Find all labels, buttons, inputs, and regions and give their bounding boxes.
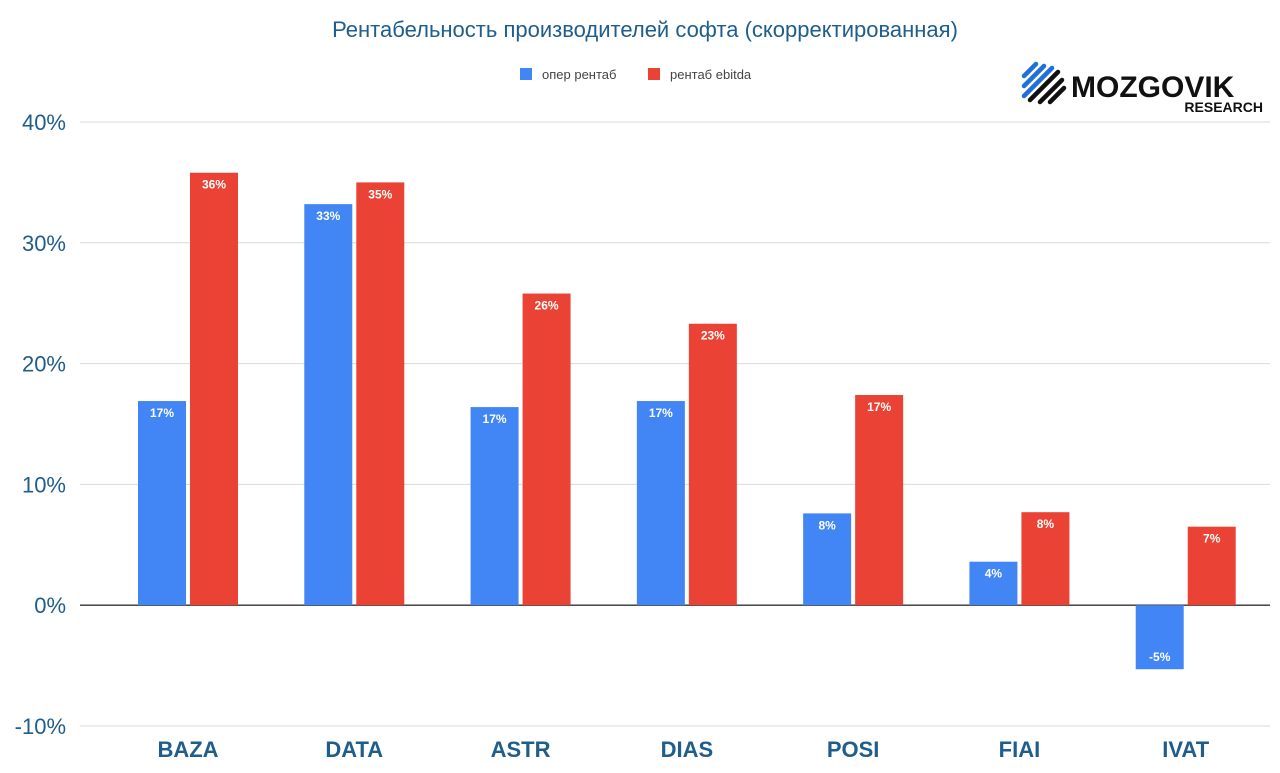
- bar-baza-ebitda: [190, 172, 238, 606]
- bar-fiai-ebitda: [1021, 512, 1070, 606]
- x-tick-label: FIAI: [999, 737, 1041, 762]
- bar-posi-ebitda: [855, 395, 904, 606]
- y-tick-label: 0%: [34, 593, 66, 618]
- x-tick-label: IVAT: [1162, 737, 1209, 762]
- logo-stripes-icon: [1021, 61, 1067, 105]
- data-label: 17%: [483, 412, 507, 426]
- bar-data-oper: [304, 204, 353, 606]
- bar-baza-oper: [138, 401, 186, 606]
- logo-name: MOZGOVIK: [1071, 71, 1235, 104]
- data-label: 35%: [368, 187, 392, 201]
- x-tick-label: POSI: [827, 737, 880, 762]
- data-label: 26%: [535, 299, 559, 313]
- data-label: 7%: [1203, 532, 1221, 546]
- y-tick-label: 40%: [22, 110, 66, 135]
- legend-label: опер рентаб: [542, 67, 616, 82]
- bar-dias-oper: [636, 401, 685, 606]
- data-label: 23%: [701, 329, 725, 343]
- x-tick-label: DATA: [325, 737, 383, 762]
- bar-astr-ebitda: [522, 293, 571, 606]
- legend-swatch: [520, 68, 532, 80]
- bar-data-ebitda: [356, 182, 405, 606]
- data-label: -5%: [1149, 650, 1171, 664]
- bar-posi-oper: [803, 513, 852, 606]
- x-tick-label: ASTR: [491, 737, 551, 762]
- data-label: 17%: [867, 400, 891, 414]
- data-label: 36%: [202, 178, 226, 192]
- legend: опер рентаб рентаб ebitda: [520, 67, 752, 82]
- y-tick-label: 30%: [22, 231, 66, 256]
- mozgovik-logo: MOZGOVIK RESEARCH: [1021, 61, 1263, 115]
- data-label: 8%: [1037, 517, 1055, 531]
- bar-ivat-ebitda: [1187, 526, 1236, 606]
- legend-swatch: [648, 68, 660, 80]
- chart-title: Рентабельность производителей софта (ско…: [332, 17, 958, 42]
- x-axis-ticks: BAZA DATA ASTR DIAS POSI FIAI IVAT: [157, 737, 1209, 762]
- bar-astr-oper: [470, 407, 519, 606]
- data-label: 17%: [150, 406, 174, 420]
- y-tick-label: -10%: [15, 714, 66, 739]
- bars: [138, 172, 1236, 670]
- data-labels: 17% 36% 33% 35% 17% 26% 17% 23% 8% 17% 4% 8% -5% 7%: [150, 178, 1221, 664]
- bar-ivat-oper: [1135, 605, 1184, 670]
- data-label: 17%: [649, 406, 673, 420]
- y-tick-label: 20%: [22, 352, 66, 377]
- data-label: 8%: [818, 518, 836, 532]
- data-label: 4%: [985, 567, 1003, 581]
- logo-subtitle: RESEARCH: [1184, 99, 1263, 115]
- data-label: 33%: [316, 209, 340, 223]
- legend-label: рентаб ebitda: [670, 67, 752, 82]
- y-tick-label: 10%: [22, 472, 66, 497]
- bar-dias-ebitda: [688, 323, 737, 606]
- bar-fiai-oper: [969, 561, 1018, 606]
- y-axis-ticks: -10% 0% 10% 20% 30% 40%: [15, 110, 66, 739]
- x-tick-label: DIAS: [661, 737, 714, 762]
- x-tick-label: BAZA: [157, 737, 218, 762]
